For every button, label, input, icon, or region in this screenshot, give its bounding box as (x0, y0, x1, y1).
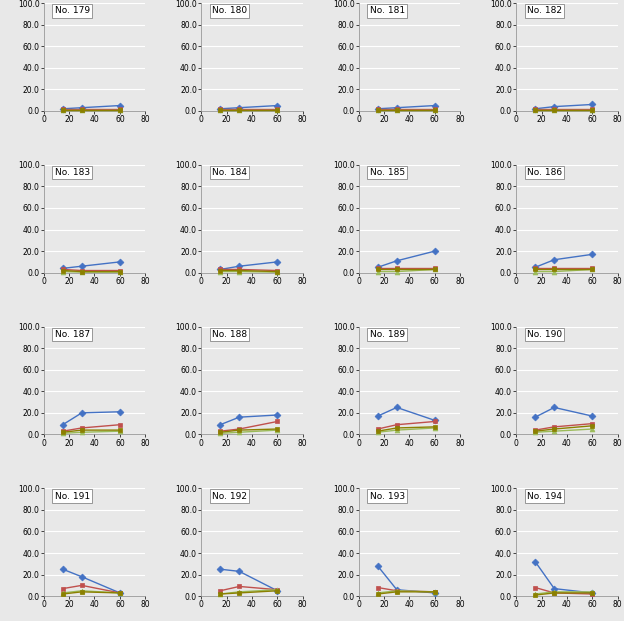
Text: No. 179: No. 179 (54, 6, 90, 16)
Text: No. 186: No. 186 (527, 168, 562, 177)
Text: No. 180: No. 180 (212, 6, 247, 16)
Text: No. 185: No. 185 (369, 168, 405, 177)
Text: No. 184: No. 184 (212, 168, 247, 177)
Text: No. 181: No. 181 (369, 6, 405, 16)
Text: No. 192: No. 192 (212, 492, 247, 501)
Text: No. 183: No. 183 (54, 168, 90, 177)
Text: No. 194: No. 194 (527, 492, 562, 501)
Text: No. 182: No. 182 (527, 6, 562, 16)
Text: No. 191: No. 191 (54, 492, 90, 501)
Text: No. 187: No. 187 (54, 330, 90, 339)
Text: No. 190: No. 190 (527, 330, 562, 339)
Text: No. 193: No. 193 (369, 492, 405, 501)
Text: No. 189: No. 189 (369, 330, 405, 339)
Text: No. 188: No. 188 (212, 330, 247, 339)
